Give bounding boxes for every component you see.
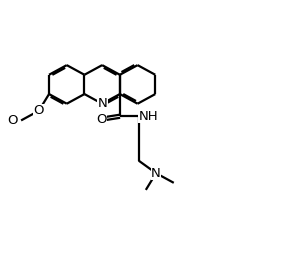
Text: O: O [34, 104, 44, 117]
Text: NH: NH [139, 110, 158, 123]
Text: N: N [151, 167, 161, 180]
Text: O: O [96, 113, 107, 126]
Text: N: N [97, 97, 107, 110]
Text: O: O [7, 114, 18, 127]
